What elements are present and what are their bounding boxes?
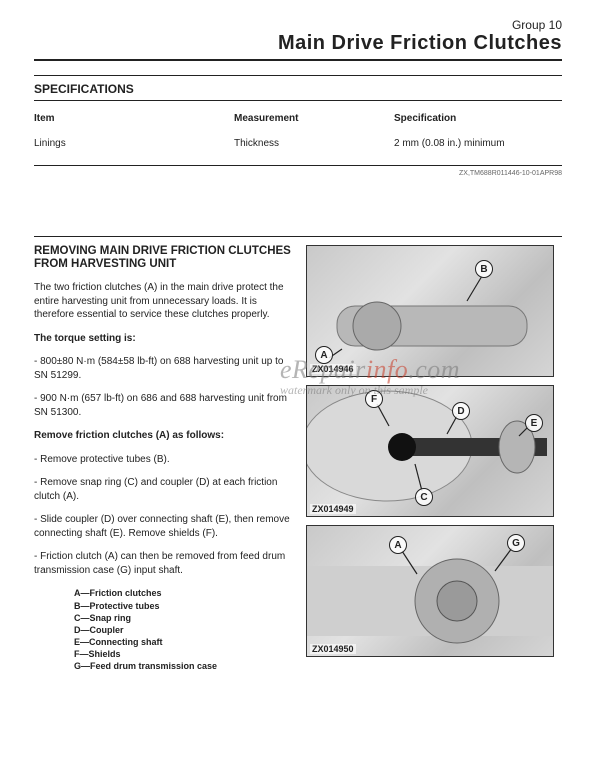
figure-2: F D E C ZX014949 ZX014949 –UN–08MAY98 <box>306 385 554 517</box>
spec-col-item: Item <box>34 113 234 124</box>
callout-c: C <box>415 488 433 506</box>
callout-e: E <box>525 414 543 432</box>
callout-f: F <box>365 390 383 408</box>
step-1: - Remove protective tubes (B). <box>34 453 296 467</box>
legend-d: D—Coupler <box>74 624 296 636</box>
specifications-block: SPECIFICATIONS Item Measurement Specific… <box>34 75 562 166</box>
figure-label: ZX014946 <box>310 364 356 374</box>
section-title: REMOVING MAIN DRIVE FRICTION CLUTCHES FR… <box>34 245 296 271</box>
callout-b: B <box>475 260 493 278</box>
spec-col-measurement: Measurement <box>234 113 394 124</box>
spec-data-row: Linings Thickness 2 mm (0.08 in.) minimu… <box>34 138 562 149</box>
figure-label: ZX014949 <box>310 504 356 514</box>
remove-head: Remove friction clutches (A) as follows: <box>34 429 296 443</box>
legend-b: B—Protective tubes <box>74 600 296 612</box>
legend-block: A—Friction clutches B—Protective tubes C… <box>74 587 296 672</box>
divider <box>34 236 562 237</box>
step-4: - Friction clutch (A) can then be remove… <box>34 550 296 577</box>
callout-d: D <box>452 402 470 420</box>
legend-f: F—Shields <box>74 648 296 660</box>
legend-c: C—Snap ring <box>74 612 296 624</box>
callout-g: G <box>507 534 525 552</box>
torque-head: The torque setting is: <box>34 332 296 346</box>
spec-header-row: Item Measurement Specification <box>34 113 562 124</box>
callout-a: A <box>389 536 407 554</box>
spec-code: ZX,TM688R011446-10-01APR98 <box>459 170 562 177</box>
callout-a: A <box>315 346 333 364</box>
spec-value: 2 mm (0.08 in.) minimum <box>394 138 562 149</box>
legend-a: A—Friction clutches <box>74 587 296 599</box>
intro-para: The two friction clutches (A) in the mai… <box>34 281 296 322</box>
step-2: - Remove snap ring (C) and coupler (D) a… <box>34 476 296 503</box>
figure-1: A B ZX014946 ZX014946 –UN–11MAY98 <box>306 245 554 377</box>
figure-3: A G ZX014950 ZX014950 –UN–08MAY98 <box>306 525 554 657</box>
page-title: Main Drive Friction Clutches <box>34 32 562 55</box>
text-column: REMOVING MAIN DRIVE FRICTION CLUTCHES FR… <box>34 245 296 672</box>
legend-e: E—Connecting shaft <box>74 636 296 648</box>
legend-g: G—Feed drum transmission case <box>74 660 296 672</box>
figure-column: A B ZX014946 ZX014946 –UN–11MAY98 F D <box>306 245 562 672</box>
page-header: Group 10 Main Drive Friction Clutches <box>34 18 562 61</box>
spec-measurement: Thickness <box>234 138 394 149</box>
step-3: - Slide coupler (D) over connecting shaf… <box>34 513 296 540</box>
spec-item: Linings <box>34 138 234 149</box>
torque-2: - 900 N·m (657 lb-ft) on 686 and 688 har… <box>34 392 296 419</box>
spec-col-specification: Specification <box>394 113 562 124</box>
figure-label: ZX014950 <box>310 644 356 654</box>
spec-heading: SPECIFICATIONS <box>34 82 562 101</box>
torque-1: - 800±80 N·m (584±58 lb-ft) on 688 harve… <box>34 355 296 382</box>
group-number: Group 10 <box>34 18 562 32</box>
